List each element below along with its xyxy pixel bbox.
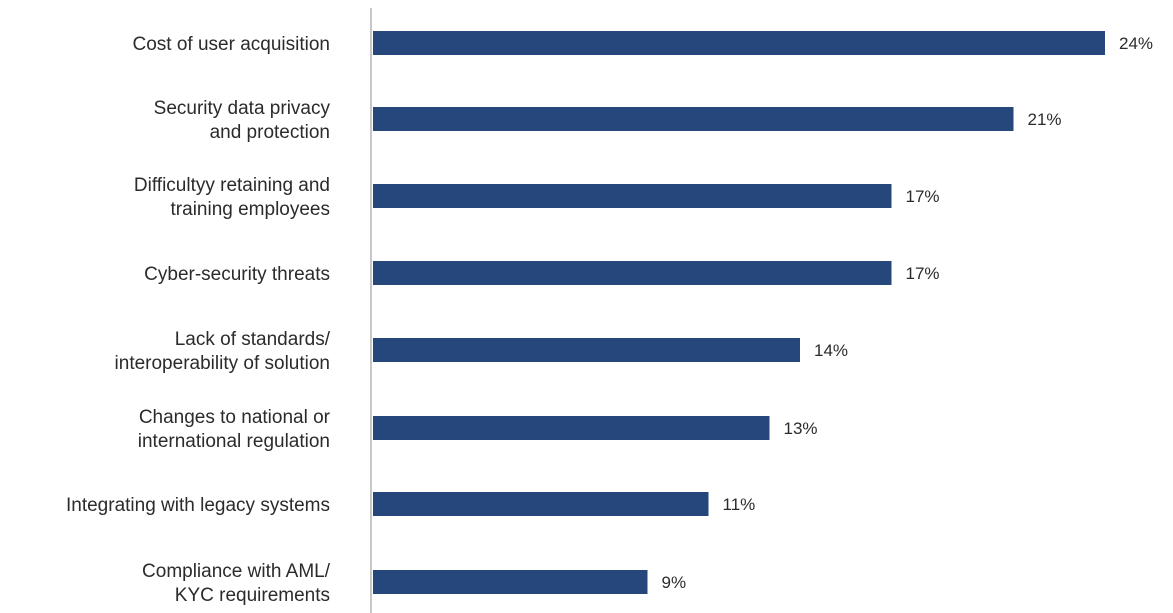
category-label: training employees	[171, 199, 330, 220]
category-label: KYC requirements	[175, 585, 330, 606]
bar	[373, 184, 892, 208]
bar	[373, 570, 648, 594]
value-label: 9%	[662, 573, 687, 592]
bar	[373, 338, 800, 362]
category-label: Lack of standards/	[175, 329, 331, 350]
bar	[373, 31, 1105, 55]
value-label: 13%	[784, 419, 818, 438]
category-label: Compliance with AML/	[142, 561, 331, 582]
category-label: international regulation	[138, 431, 330, 452]
value-labels: 24% 21% 17% 17% 14% 13% 11% 9%	[662, 34, 1154, 592]
value-label: 14%	[814, 341, 848, 360]
value-label: 21%	[1028, 110, 1062, 129]
category-label: Cyber-security threats	[144, 264, 330, 285]
value-label: 17%	[906, 264, 940, 283]
bar	[373, 416, 770, 440]
value-label: 11%	[723, 495, 756, 514]
bar	[373, 107, 1014, 131]
category-label: Changes to national or	[139, 407, 331, 428]
category-label: Integrating with legacy systems	[66, 495, 330, 516]
category-label: and protection	[210, 122, 330, 143]
category-label: Difficultyy retaining and	[134, 175, 330, 196]
bar-group	[373, 31, 1105, 594]
bar	[373, 492, 709, 516]
value-label: 24%	[1119, 34, 1153, 53]
category-labels: Cost of user acquisition Security data pr…	[66, 34, 331, 606]
category-label: interoperability of solution	[115, 353, 330, 374]
value-label: 17%	[906, 187, 940, 206]
bar	[373, 261, 892, 285]
category-label: Security data privacy	[154, 98, 331, 119]
category-label: Cost of user acquisition	[133, 34, 331, 55]
